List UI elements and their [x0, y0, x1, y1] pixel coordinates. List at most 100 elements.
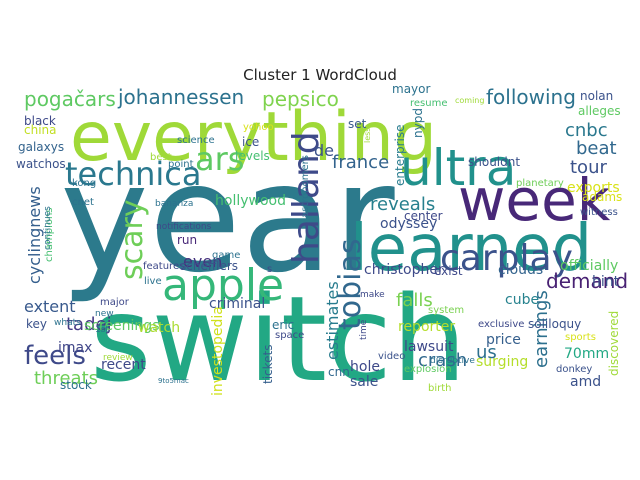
word-exports: exports — [567, 180, 620, 196]
word-johannessen: johannessen — [117, 85, 244, 109]
word-astronomers: astronomers — [300, 155, 311, 218]
word-sports: sports — [565, 332, 596, 343]
word-resume: resume — [410, 98, 448, 109]
word-technica: technica — [65, 155, 201, 193]
word-falls: falls — [396, 290, 433, 311]
word-hollywood: hollywood — [215, 193, 286, 209]
word-week: week — [458, 166, 611, 234]
word-switch: switch — [90, 270, 467, 408]
word-earnings: earnings — [531, 290, 552, 368]
word-scary: scary — [115, 199, 150, 280]
word-point: point — [168, 159, 194, 170]
word-cube: cube — [505, 292, 539, 308]
word-system: system — [428, 305, 464, 316]
word-ultra: ultra — [400, 139, 516, 197]
word-criminal: criminal — [209, 296, 265, 312]
word-cyclingnews: cyclingnews — [25, 186, 44, 284]
word-pepsico: pepsico — [262, 87, 339, 111]
word-notifications: notifications — [156, 222, 212, 232]
word-run: run — [177, 233, 197, 247]
word-nypd: nypd — [411, 108, 425, 138]
word-sale: sale — [350, 374, 378, 390]
word-year: year — [60, 132, 395, 306]
word-amd: amd — [570, 374, 601, 390]
word-china: china — [24, 123, 57, 137]
word-reporter: reporter — [398, 319, 455, 335]
word-price: price — [486, 332, 521, 348]
word-levels: levels — [235, 149, 270, 163]
word-nolan: nolan — [580, 89, 613, 103]
word-bananza: bananza — [155, 199, 193, 209]
word-extent: extent — [24, 297, 76, 316]
word-kong: kong — [72, 178, 96, 189]
word-yohoo: yohoo — [243, 122, 274, 133]
word-galaxys: galaxys — [18, 140, 64, 154]
word-feels: feels — [24, 341, 86, 371]
word-stock: stock — [60, 378, 92, 392]
word-investopedia: investopedia — [210, 306, 226, 396]
word-reveals: reveals — [370, 194, 435, 215]
word-witness: witness — [580, 207, 618, 218]
word-apple: apple — [162, 260, 284, 311]
word-best: best — [150, 152, 172, 163]
word-set: set — [348, 117, 367, 131]
word-ice: ice — [242, 135, 259, 149]
word-review: review — [103, 353, 133, 363]
word-tobias: tobias — [333, 238, 368, 330]
word-disruptive: disruptive — [430, 356, 475, 366]
word-surging: surging — [476, 354, 528, 370]
word-live: live — [144, 276, 162, 287]
word-eric: eric — [272, 318, 294, 332]
word-de: de — [314, 141, 334, 160]
word-everything: everything — [70, 98, 437, 177]
word-s: s — [267, 264, 272, 275]
word-france: france — [332, 152, 389, 173]
word-officially: officially — [560, 258, 618, 274]
word-9to5mac: 9to5mac — [158, 377, 189, 385]
word-continues: continues — [43, 206, 53, 250]
word-planetary: planetary — [516, 178, 564, 189]
word-discovered: discovered — [607, 311, 621, 376]
word-threats: threats — [34, 368, 98, 389]
word-birth: birth — [428, 383, 452, 394]
word-1st: 1st — [95, 325, 109, 335]
word-poga-ars: pogačars — [24, 87, 116, 111]
word-new: new — [95, 309, 114, 319]
figure-title: Cluster 1 WordCloud — [243, 66, 397, 84]
word-lawsuit: lawsuit — [404, 339, 454, 355]
word-screenings: screenings — [84, 318, 159, 334]
word-features: features — [143, 261, 184, 272]
word-clouds: clouds — [498, 262, 543, 278]
word-halland: halland — [286, 131, 327, 264]
word-alleges: alleges — [578, 104, 621, 118]
word-black: black — [24, 114, 56, 128]
word-cnet: cnet — [72, 197, 94, 208]
word-beat: beat — [576, 138, 617, 159]
word-watchos: watchos — [16, 157, 66, 171]
word-70mm: 70mm — [564, 346, 609, 362]
word-christopher: christopher — [364, 262, 444, 278]
word-exist: exist — [434, 264, 463, 278]
word-mayor: mayor — [392, 82, 430, 96]
word-estimates: estimates — [323, 281, 342, 360]
word-champions: champions — [44, 208, 55, 263]
word-ars: ars — [195, 140, 244, 178]
word-coming: coming — [455, 96, 484, 105]
word-whats: whats — [54, 318, 81, 328]
word-cnn: cnn — [328, 365, 350, 379]
word-even: even — [183, 252, 222, 271]
word-space: space — [275, 330, 304, 341]
word-center: center — [404, 209, 443, 223]
word-exclusive: exclusive — [478, 319, 524, 330]
word-crash: crash — [418, 350, 467, 371]
word-imax: imax — [58, 340, 92, 356]
word-donkey: donkey — [556, 364, 592, 375]
word-game: game — [212, 250, 240, 261]
word-shouldnt: shouldnt — [468, 155, 520, 169]
word-soliloquy: soliloquy — [528, 317, 581, 331]
word-video: video — [378, 351, 405, 362]
word-recent: recent — [101, 357, 146, 373]
word-carplay: carplay — [440, 238, 573, 279]
